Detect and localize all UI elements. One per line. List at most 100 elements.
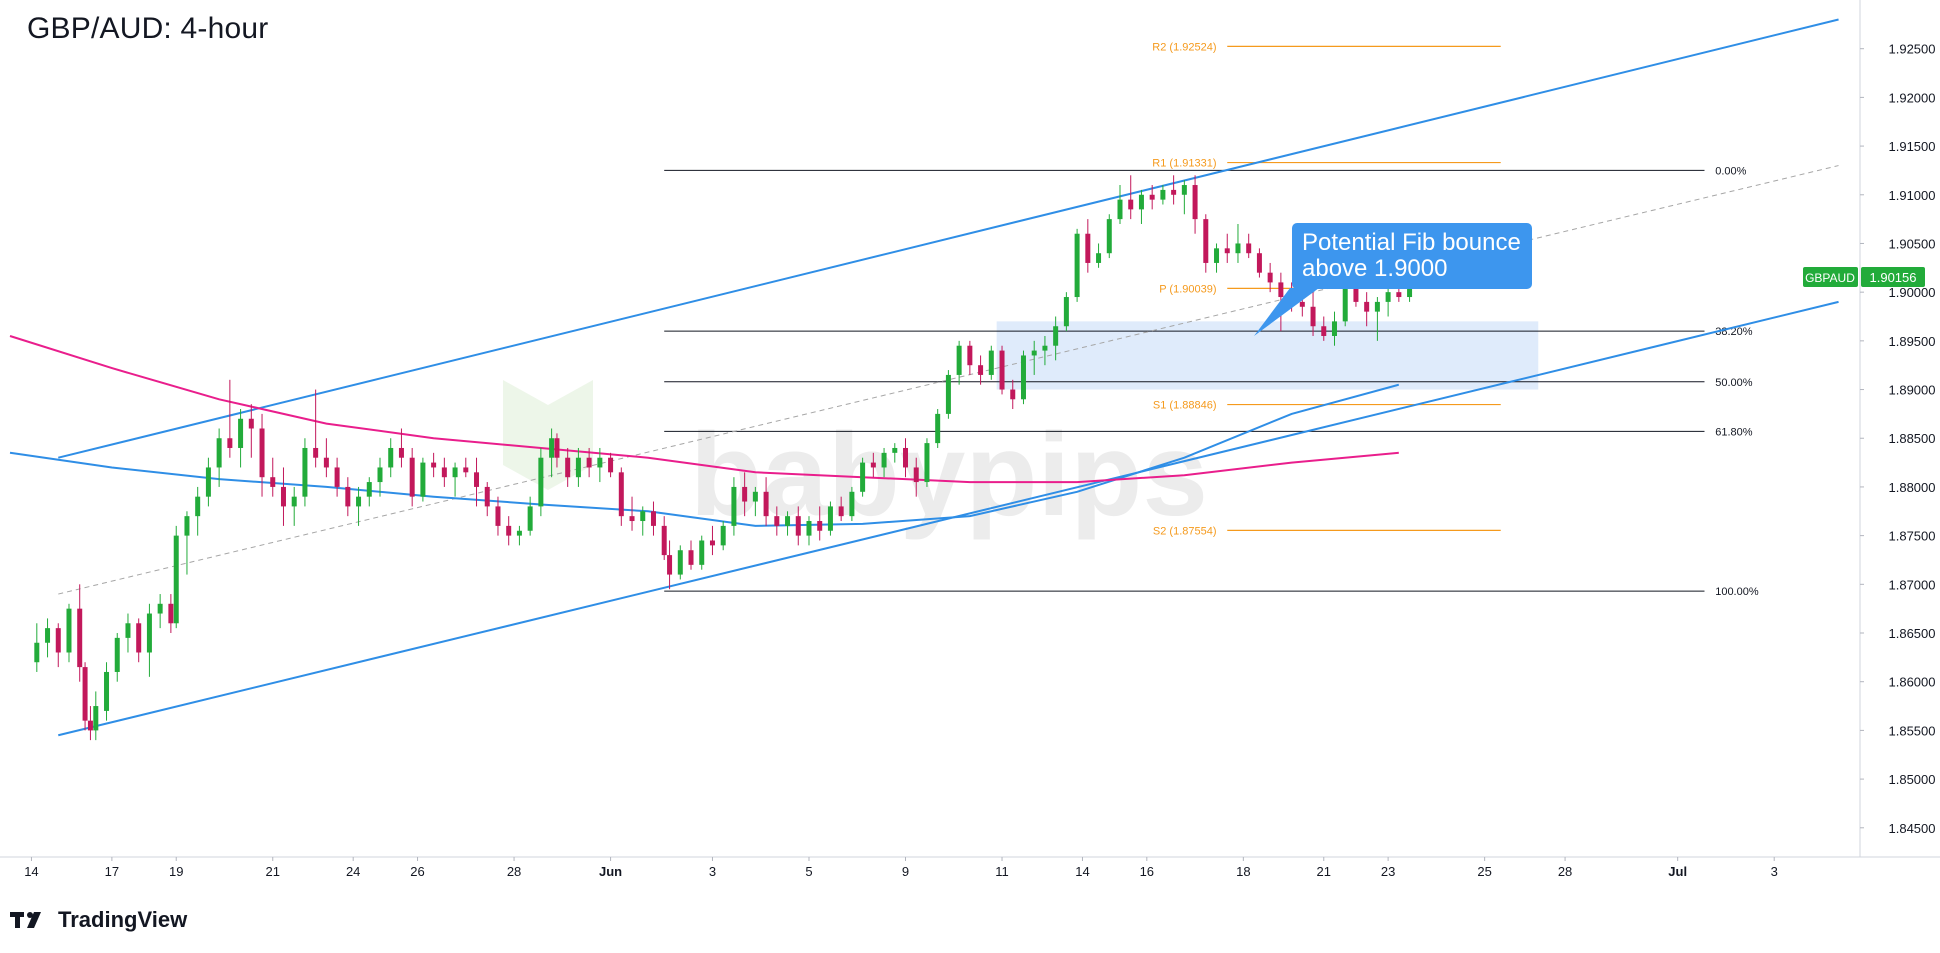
candle[interactable] [146,613,152,653]
callout[interactable]: Potential Fib bounce above 1.9000 [1254,223,1532,336]
candle[interactable] [720,525,726,546]
candle[interactable] [785,516,791,526]
candle[interactable] [345,486,351,507]
tradingview-logo[interactable]: TradingView [10,905,187,935]
candle[interactable] [366,482,372,497]
candle[interactable] [618,472,624,517]
candle[interactable] [484,486,490,507]
candle[interactable] [495,506,501,526]
candle[interactable] [87,720,93,731]
candle[interactable] [1020,355,1026,400]
candle[interactable] [1342,287,1348,322]
candle[interactable] [388,447,394,468]
candle[interactable] [763,491,769,517]
candle[interactable] [881,452,887,468]
candle[interactable] [1117,199,1123,220]
candle[interactable] [227,438,233,448]
candle[interactable] [398,447,404,458]
candle[interactable] [956,345,962,375]
candle[interactable] [1321,326,1327,336]
candle[interactable] [870,462,876,468]
candle[interactable] [441,467,447,478]
candle[interactable] [1096,253,1102,263]
candle[interactable] [1181,185,1187,195]
candle[interactable] [860,462,866,492]
candle[interactable] [709,540,715,546]
candle[interactable] [1331,321,1337,336]
channel-upper-line[interactable] [58,18,1839,459]
candle[interactable] [377,467,383,483]
candle[interactable] [677,550,683,575]
candle[interactable] [608,457,614,473]
candle[interactable] [34,642,40,663]
candle[interactable] [291,496,297,507]
candle[interactable] [452,467,458,478]
candle[interactable] [248,418,254,429]
candle[interactable] [205,467,211,497]
candle[interactable] [302,447,308,497]
candle[interactable] [688,550,694,565]
candle[interactable] [1192,185,1198,220]
candle[interactable] [1128,199,1134,210]
candle[interactable] [629,516,635,522]
candle[interactable] [1278,282,1284,298]
candle[interactable] [1074,233,1080,298]
candle[interactable] [565,457,571,478]
candle[interactable] [1160,189,1166,200]
candle[interactable] [650,511,656,526]
candle[interactable] [125,623,131,638]
candle[interactable] [1299,301,1305,307]
candle[interactable] [999,350,1005,390]
candle[interactable] [45,628,51,643]
candle[interactable] [1171,189,1177,195]
candle[interactable] [168,603,174,624]
candle[interactable] [1085,233,1091,263]
candle[interactable] [924,443,930,483]
candle[interactable] [216,438,222,468]
candle[interactable] [431,462,437,468]
candle[interactable] [356,496,362,507]
candle[interactable] [93,706,99,731]
candle[interactable] [1203,219,1209,263]
candle[interactable] [516,530,522,536]
candle[interactable] [463,467,469,473]
candle[interactable] [667,555,673,575]
candle[interactable] [817,521,823,531]
candle[interactable] [988,350,994,375]
candle[interactable] [978,365,984,375]
candle[interactable] [1246,243,1252,254]
candle[interactable] [849,491,855,517]
candle[interactable] [82,667,88,721]
candle[interactable] [640,511,646,522]
candle[interactable] [313,447,319,458]
candle[interactable] [1149,194,1155,200]
candle[interactable] [913,467,919,483]
candle[interactable] [1256,253,1262,273]
candle[interactable] [184,516,190,536]
candle[interactable] [1138,194,1144,210]
candle[interactable] [136,623,142,653]
moving-average-slow[interactable] [9,335,1399,484]
candle[interactable] [661,525,667,556]
candle[interactable] [280,486,286,507]
candle[interactable] [903,447,909,468]
candle[interactable] [967,345,973,366]
candle[interactable] [195,496,201,517]
candle[interactable] [699,540,705,565]
candle[interactable] [66,608,72,653]
candle[interactable] [1053,326,1059,346]
candle[interactable] [752,491,758,502]
candle[interactable] [575,457,581,478]
candle[interactable] [554,438,560,458]
candle[interactable] [795,516,801,536]
candle[interactable] [892,447,898,453]
candle[interactable] [506,525,512,536]
candle[interactable] [409,457,415,497]
candle[interactable] [1214,248,1220,263]
candle[interactable] [945,374,951,414]
candle[interactable] [1364,301,1370,312]
trendline-dashed[interactable] [58,165,1839,595]
candle[interactable] [1396,292,1402,298]
